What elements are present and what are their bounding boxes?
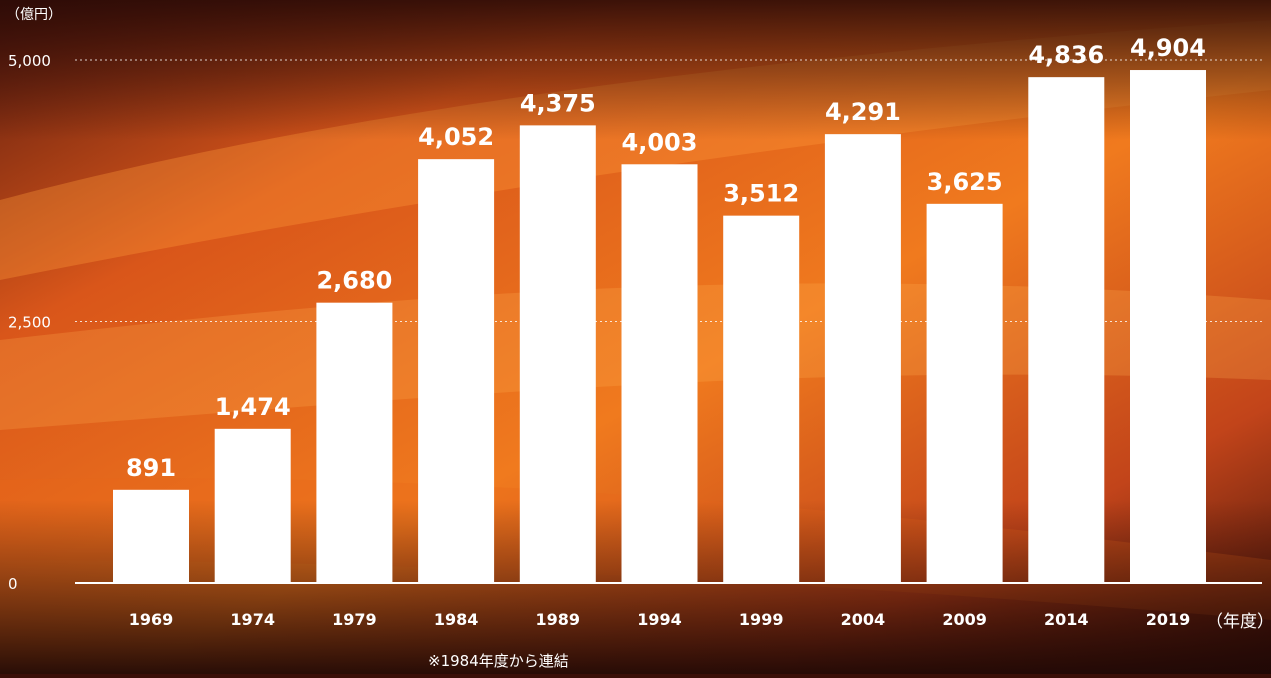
y-axis-unit-label: （億円） <box>6 7 62 23</box>
value-label-1984: 4,052 <box>418 123 494 151</box>
bar-2019 <box>1130 70 1206 583</box>
value-label-2004: 4,291 <box>825 98 901 126</box>
bars <box>113 70 1206 583</box>
x-tick-label-1984: 1984 <box>434 610 479 629</box>
x-axis-ticks: 1969 1974 1979 1984 1989 1994 1999 2004 2009 2014… <box>129 610 1191 629</box>
bar-1969 <box>113 489 189 583</box>
value-label-1999: 3,512 <box>723 180 799 208</box>
bar-2009 <box>926 203 1003 583</box>
x-axis-unit-label: （年度） <box>1206 612 1271 632</box>
bar-2014 <box>1028 77 1105 583</box>
x-tick-label-1989: 1989 <box>536 610 581 629</box>
bar-2004 <box>824 134 901 583</box>
x-tick-label-1979: 1979 <box>332 610 377 629</box>
y-tick-label: 5,000 <box>8 52 51 70</box>
x-tick-label-1994: 1994 <box>637 610 682 629</box>
value-label-1974: 1,474 <box>215 393 291 421</box>
footnote: ※1984年度から連結 <box>428 652 569 670</box>
x-tick-label-1999: 1999 <box>739 610 784 629</box>
x-tick-label-1974: 1974 <box>230 610 275 629</box>
bar-1999 <box>723 215 800 583</box>
value-label-1994: 4,003 <box>622 128 698 156</box>
bar-1994 <box>621 164 698 583</box>
x-tick-label-2009: 2009 <box>942 610 987 629</box>
value-label-1969: 891 <box>126 454 176 482</box>
value-labels: 891 1,474 2,680 4,052 4,375 4,003 3,512 4,291 3,… <box>126 34 1206 482</box>
y-tick-label: 0 <box>8 575 18 593</box>
x-tick-label-2004: 2004 <box>841 610 886 629</box>
value-label-1979: 2,680 <box>316 267 392 295</box>
value-label-2019: 4,904 <box>1130 34 1206 62</box>
x-tick-label-2014: 2014 <box>1044 610 1089 629</box>
y-tick-label: 2,500 <box>8 314 51 332</box>
x-tick-label-1969: 1969 <box>129 610 174 629</box>
bar-1979 <box>316 302 393 583</box>
bar-1974 <box>214 428 291 583</box>
value-label-2014: 4,836 <box>1028 41 1104 69</box>
x-tick-label-2019: 2019 <box>1146 610 1191 629</box>
value-label-2009: 3,625 <box>927 168 1003 196</box>
bar-1984 <box>418 159 495 583</box>
y-axis-ticks: 0 2,500 5,000 <box>8 52 51 593</box>
bar-1989 <box>519 125 596 583</box>
value-label-1989: 4,375 <box>520 89 596 117</box>
